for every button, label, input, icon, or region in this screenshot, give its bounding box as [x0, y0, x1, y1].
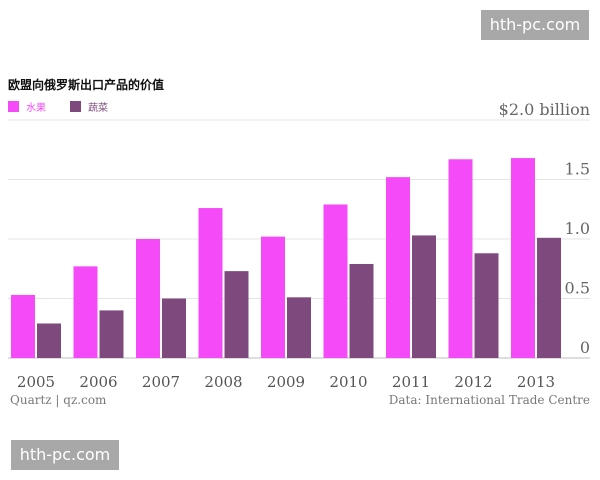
- watermark-top: hth-pc.com: [481, 10, 589, 40]
- x-tick-label: 2010: [329, 373, 367, 391]
- chart-legend: 水果 蔬菜: [8, 99, 132, 114]
- bar-vegetables: [537, 237, 561, 358]
- bar-vegetables: [287, 297, 311, 358]
- legend-swatch-vegetables: [70, 100, 81, 112]
- bar-vegetables: [99, 310, 124, 358]
- bar-vegetables: [224, 271, 249, 358]
- watermark-bottom: hth-pc.com: [11, 440, 119, 470]
- legend-item-vegetables: 蔬菜: [70, 99, 108, 114]
- bar-vegetables: [162, 298, 186, 358]
- x-tick-label: 2005: [17, 373, 55, 391]
- bar-vegetables: [37, 323, 61, 358]
- y-tick-label: 0.5: [565, 279, 590, 298]
- x-tick-label: 2009: [267, 373, 305, 391]
- x-tick-label: 2013: [517, 373, 555, 391]
- x-tick-label: 2007: [142, 373, 180, 391]
- bar-vegetables: [474, 253, 499, 358]
- y-tick-label: 1.0: [565, 219, 590, 238]
- bar-fruit: [448, 159, 473, 358]
- y-tick-label: $2.0 billion: [499, 100, 590, 119]
- legend-label-fruit: 水果: [26, 102, 46, 114]
- y-tick-label: 1.5: [565, 160, 590, 179]
- legend-item-fruit: 水果: [8, 99, 46, 114]
- x-tick-label: 2011: [392, 373, 430, 391]
- bar-fruit: [136, 239, 160, 358]
- bar-fruit: [386, 177, 410, 358]
- bar-fruit: [323, 204, 348, 358]
- x-tick-label: 2012: [454, 373, 492, 391]
- bar-vegetables: [412, 235, 436, 358]
- chart-title: 欧盟向俄罗斯出口产品的价值: [8, 78, 165, 92]
- legend-label-vegetables: 蔬菜: [88, 102, 108, 114]
- bar-fruit: [261, 236, 285, 358]
- bar-fruit: [73, 266, 98, 358]
- x-tick-label: 2006: [79, 373, 117, 391]
- bar-fruit: [198, 208, 223, 358]
- bar-fruit: [511, 158, 535, 358]
- source-credit: Quartz | qz.com: [10, 393, 107, 407]
- data-source: Data: International Trade Centre: [389, 393, 590, 407]
- x-tick-label: 2008: [204, 373, 242, 391]
- bar-fruit: [11, 294, 35, 358]
- y-tick-label: 0: [580, 338, 590, 357]
- bar-vegetables: [349, 263, 374, 358]
- legend-swatch-fruit: [8, 100, 19, 112]
